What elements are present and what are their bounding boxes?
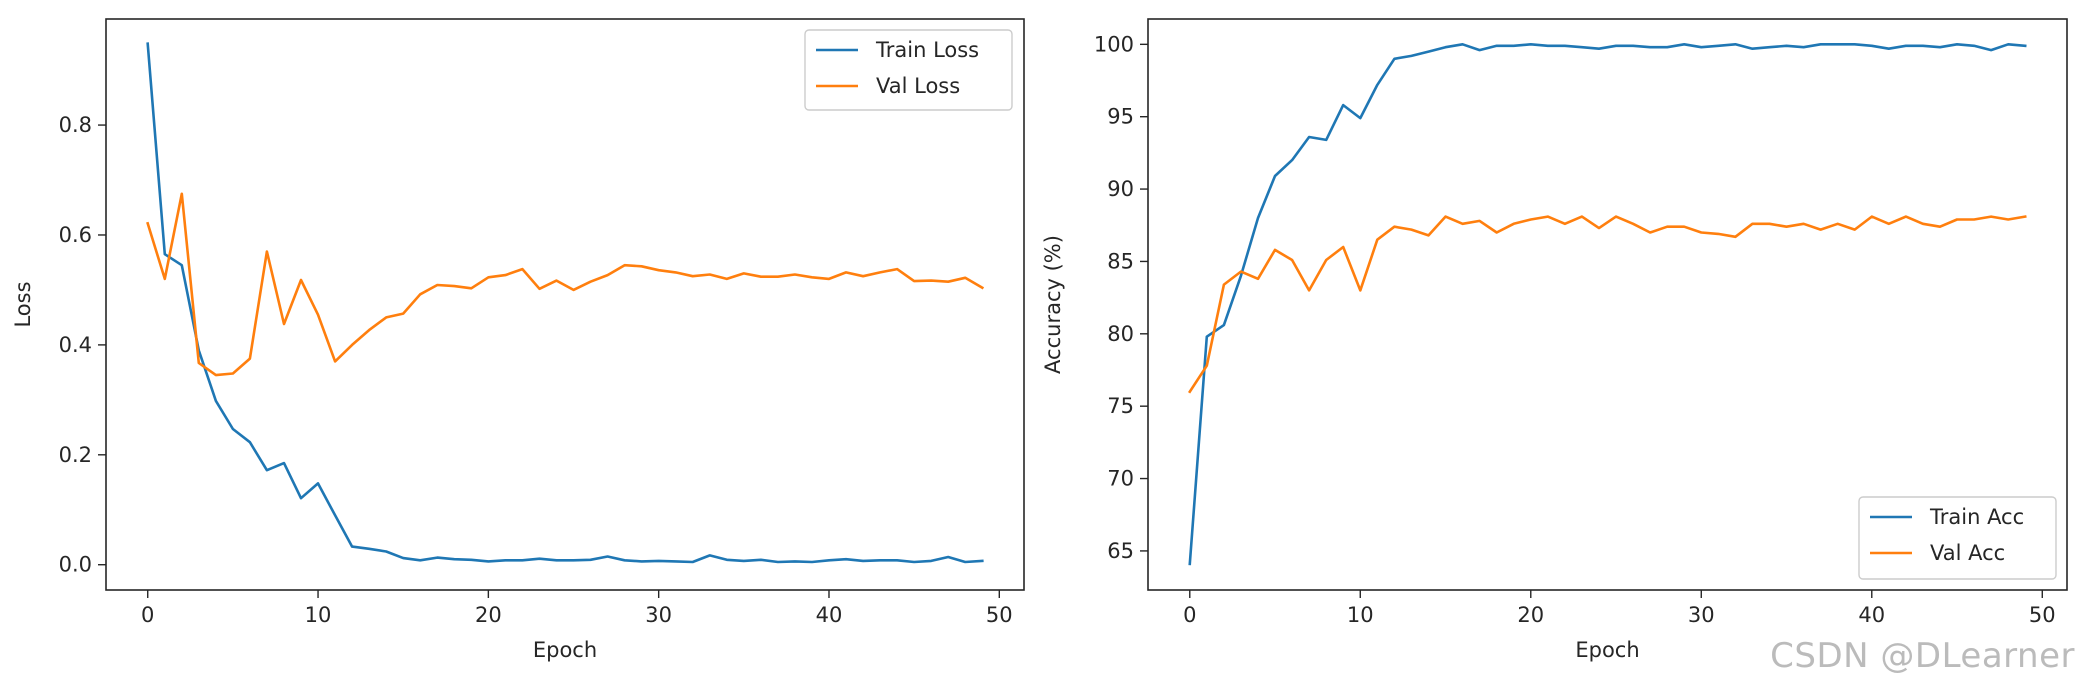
x-tick-label: 40 xyxy=(1858,603,1885,627)
axes-frame xyxy=(1147,18,2068,591)
loss-chart: 0 10 20 30 40 50 0.0 0.2 0.4 0.6 0.8 Epoch Loss Train… xyxy=(11,18,1025,662)
x-tick-label: 30 xyxy=(645,603,672,627)
x-axis-label: Epoch xyxy=(1575,638,1639,662)
legend-label: Val Acc xyxy=(1930,541,2005,565)
y-tick-label: 0.0 xyxy=(59,553,92,577)
x-tick-label: 0 xyxy=(141,603,154,627)
x-axis-label: Epoch xyxy=(533,638,597,662)
y-tick-label: 0.6 xyxy=(59,223,92,247)
y-axis-label: Loss xyxy=(11,281,35,327)
x-tick-label: 0 xyxy=(1183,603,1196,627)
legend-label: Train Acc xyxy=(1929,505,2024,529)
x-tick-label: 50 xyxy=(986,603,1013,627)
x-tick-label: 30 xyxy=(1688,603,1715,627)
y-tick-label: 95 xyxy=(1107,105,1134,129)
y-tick-label: 75 xyxy=(1107,394,1134,418)
x-tick-label: 50 xyxy=(2029,603,2056,627)
y-tick-label: 80 xyxy=(1107,322,1134,346)
watermark: CSDN @DLearner xyxy=(1770,636,2075,676)
y-axis-label: Accuracy (%) xyxy=(1041,235,1065,374)
x-tick-label: 10 xyxy=(305,603,332,627)
x-tick-label: 40 xyxy=(816,603,843,627)
x-tick-label: 20 xyxy=(475,603,502,627)
series-line-val-loss xyxy=(146,192,985,377)
legend: Train Acc Val Acc xyxy=(1858,496,2057,580)
y-tick-label: 0.8 xyxy=(59,113,92,137)
legend-label: Val Loss xyxy=(876,74,960,98)
legend-label: Train Loss xyxy=(875,38,979,62)
y-tick-label: 65 xyxy=(1107,539,1134,563)
y-tick-label: 0.2 xyxy=(59,443,92,467)
y-tick-label: 85 xyxy=(1107,249,1134,273)
series-line-train-loss xyxy=(146,42,984,564)
legend: Train Loss Val Loss xyxy=(804,29,1013,111)
accuracy-chart: 0 10 20 30 40 50 65 70 75 80 85 90 95 100 Epoch Accurac… xyxy=(1041,18,2068,662)
series-line-train-acc xyxy=(1188,42,2027,566)
y-tick-label: 90 xyxy=(1107,177,1134,201)
x-tick-label: 10 xyxy=(1347,603,1374,627)
y-tick-label: 0.4 xyxy=(59,333,92,357)
axes-frame xyxy=(105,18,1025,591)
series-line-val-acc xyxy=(1188,215,2027,394)
x-tick-label: 20 xyxy=(1517,603,1544,627)
y-tick-label: 100 xyxy=(1094,32,1134,56)
y-tick-label: 70 xyxy=(1107,467,1134,491)
